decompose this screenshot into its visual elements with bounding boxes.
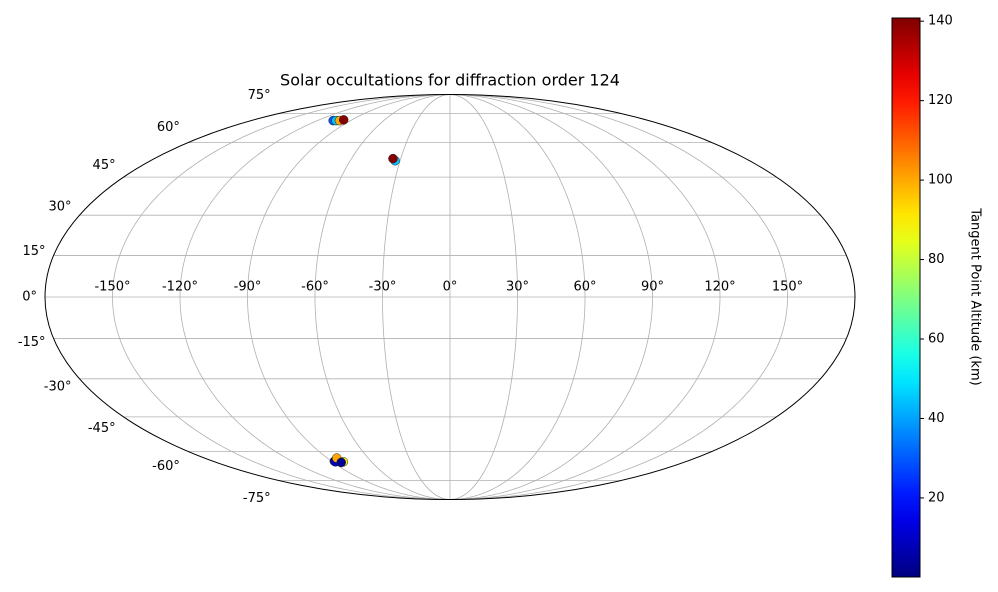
y-tick-label: 60° [157,120,180,135]
point [338,115,349,125]
y-tick-label: 75° [248,88,271,103]
map-boundary [44,94,856,500]
colorbar-tick-label: 40 [928,411,945,426]
x-tick-label: 90° [641,280,664,295]
x-tick-label: 60° [573,280,596,295]
x-tick-label: 30° [506,280,529,295]
x-tick-label: 120° [704,280,735,295]
x-tick-label: -60° [301,280,329,295]
y-tick-label: -60° [152,459,180,474]
colorbar-label: Tangent Point Altitude (km) [968,207,983,385]
y-tick-label: -45° [88,421,116,436]
x-tick-label: -150° [94,280,130,295]
point [388,153,398,164]
y-tick-label: -75° [243,491,271,506]
colorbar-tick-label: 80 [928,252,945,267]
colorbar-tick-label: 100 [928,173,953,188]
colorbar-tick-label: 20 [928,490,945,505]
y-tick-label: 15° [23,244,46,259]
chart-title: Solar occultations for diffraction order… [280,71,620,90]
plot-area [44,94,856,500]
colorbar [891,17,921,578]
colorbar-tick-label: 60 [928,332,945,347]
y-tick-label: 0° [22,290,37,305]
y-tick-label: 45° [93,158,116,173]
y-tick-label: -15° [18,335,46,350]
colorbar-tick-label: 140 [928,14,953,29]
x-tick-label: -90° [234,280,262,295]
x-tick-label: 0° [443,280,458,295]
point [336,457,346,468]
y-tick-label: -30° [44,379,72,394]
colorbar-tick-label: 120 [928,93,953,108]
x-tick-label: 150° [772,280,803,295]
x-tick-label: -30° [369,280,397,295]
y-tick-label: 30° [48,200,71,215]
x-tick-label: -120° [162,280,198,295]
